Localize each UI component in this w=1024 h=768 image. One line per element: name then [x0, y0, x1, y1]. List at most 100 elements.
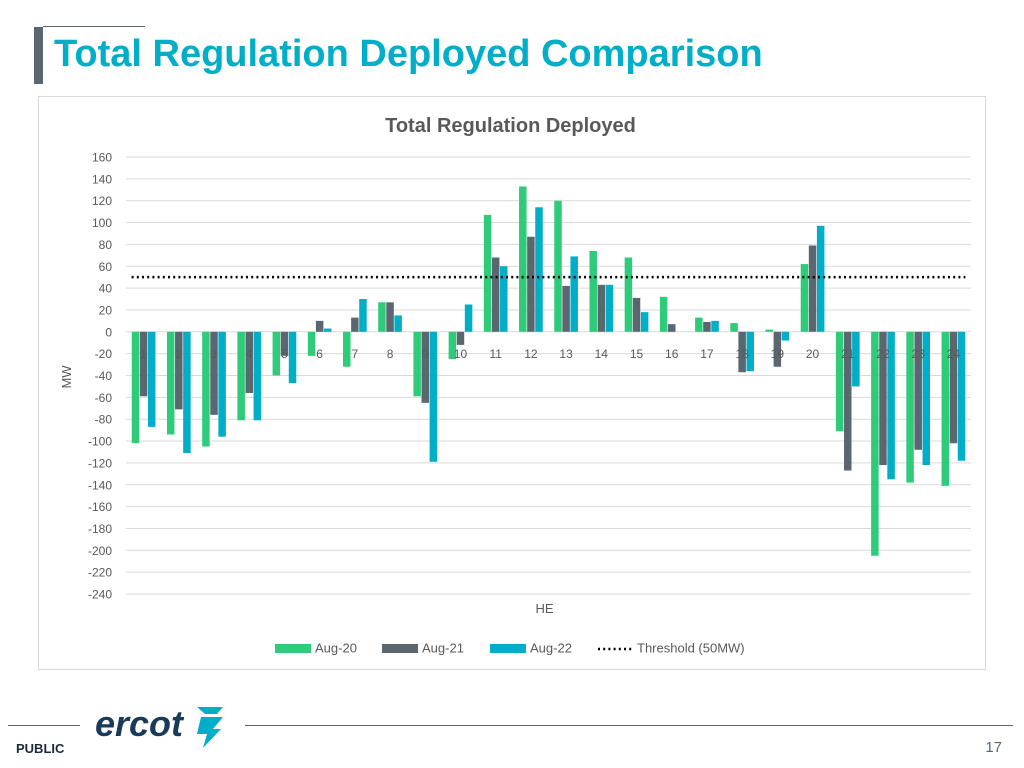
- bar-aug-22: [464, 304, 473, 332]
- bar-aug-20: [483, 214, 492, 332]
- public-label: PUBLIC: [16, 741, 65, 756]
- legend-label: Threshold (50MW): [637, 641, 745, 656]
- y-tick-label: -20: [95, 347, 113, 361]
- bar-aug-20: [695, 317, 703, 332]
- legend-label: Aug-21: [422, 641, 464, 656]
- x-tick-label: 2: [175, 347, 182, 361]
- regulation-chart: Total Regulation Deployed160140120100806…: [59, 115, 971, 656]
- bar-aug-22: [429, 331, 438, 462]
- bar-aug-22: [746, 331, 754, 372]
- y-tick-label: 140: [92, 172, 112, 186]
- bar-aug-22: [323, 328, 332, 332]
- x-tick-label: 8: [387, 347, 394, 361]
- y-tick-label: -140: [88, 478, 112, 492]
- bar-aug-20: [343, 331, 351, 367]
- bar-aug-21: [315, 320, 324, 332]
- bar-aug-22: [605, 284, 614, 332]
- lightning-bolt-icon: [197, 707, 223, 748]
- x-tick-label: 18: [735, 347, 749, 361]
- x-tick-label: 4: [246, 347, 253, 361]
- y-tick-label: 80: [99, 238, 113, 252]
- title-accent-bar: [34, 27, 43, 84]
- legend-label: Aug-22: [530, 641, 572, 656]
- bar-aug-22: [500, 266, 508, 332]
- x-tick-label: 17: [700, 347, 714, 361]
- bar-aug-21: [280, 331, 289, 356]
- x-tick-label: 23: [912, 347, 926, 361]
- bar-aug-21: [703, 321, 711, 332]
- x-tick-label: 22: [876, 347, 890, 361]
- bar-aug-21: [738, 331, 746, 373]
- bar-aug-22: [781, 331, 790, 341]
- y-tick-label: 160: [92, 151, 112, 165]
- bar-aug-22: [535, 207, 543, 332]
- x-tick-label: 24: [947, 347, 961, 361]
- footer-rule-left: [8, 725, 80, 726]
- bar-aug-22: [570, 256, 578, 332]
- bar-aug-21: [879, 331, 887, 466]
- y-axis-label: MW: [59, 365, 74, 389]
- y-tick-label: -120: [88, 456, 112, 470]
- y-tick-label: -80: [95, 413, 113, 427]
- chart-title: Total Regulation Deployed: [385, 115, 636, 137]
- y-tick-label: 20: [99, 303, 113, 317]
- bar-aug-20: [307, 331, 316, 356]
- x-tick-label: 19: [771, 347, 785, 361]
- bar-aug-20: [519, 186, 527, 332]
- y-tick-label: 100: [92, 216, 112, 230]
- y-tick-label: -200: [88, 544, 112, 558]
- bar-aug-21: [562, 285, 570, 332]
- bar-aug-21: [773, 331, 782, 367]
- bar-aug-20: [589, 250, 597, 332]
- legend-swatch: [275, 644, 311, 653]
- bar-aug-20: [765, 329, 774, 332]
- bar-aug-20: [237, 331, 245, 421]
- bar-aug-21: [491, 257, 500, 332]
- slide-title: Total Regulation Deployed Comparison: [54, 33, 763, 75]
- x-tick-label: 21: [841, 347, 855, 361]
- bar-aug-20: [272, 331, 281, 376]
- y-tick-label: -180: [88, 522, 112, 536]
- x-tick-label: 1: [140, 347, 147, 361]
- bar-aug-20: [624, 257, 633, 332]
- bar-aug-20: [166, 331, 175, 435]
- bar-aug-20: [730, 323, 738, 332]
- bar-aug-20: [554, 200, 562, 332]
- bar-aug-21: [949, 331, 958, 444]
- bar-aug-21: [456, 331, 465, 345]
- y-tick-label: 0: [105, 325, 112, 339]
- bar-aug-20: [448, 331, 457, 360]
- bar-aug-21: [844, 331, 852, 471]
- bar-aug-20: [202, 331, 210, 447]
- bar-aug-21: [175, 331, 183, 410]
- x-tick-label: 5: [281, 347, 288, 361]
- x-tick-label: 12: [524, 347, 538, 361]
- logo-wordmark: ercot: [95, 703, 185, 744]
- bar-aug-21: [351, 317, 359, 332]
- bar-aug-22: [852, 331, 860, 387]
- bar-aug-22: [394, 315, 402, 332]
- bar-aug-20: [941, 331, 950, 486]
- legend-label: Aug-20: [315, 641, 357, 656]
- x-tick-label: 20: [806, 347, 820, 361]
- y-tick-label: 40: [99, 282, 113, 296]
- chart-frame: Total Regulation Deployed 160 140 120 100 80 6…: [38, 96, 986, 670]
- bar-aug-22: [288, 331, 297, 384]
- bar-aug-20: [800, 264, 809, 332]
- bar-aug-21: [597, 284, 606, 332]
- bar-aug-21: [808, 245, 817, 332]
- bar-aug-20: [413, 331, 421, 397]
- bar-aug-22: [711, 320, 719, 332]
- x-tick-label: 14: [595, 347, 609, 361]
- bar-aug-21: [667, 324, 676, 332]
- bar-aug-22: [957, 331, 966, 461]
- bar-aug-22: [640, 312, 649, 332]
- bar-aug-20: [871, 331, 879, 556]
- bar-aug-22: [183, 331, 191, 454]
- bar-aug-21: [632, 297, 641, 332]
- x-axis-label: HE: [535, 601, 553, 616]
- bar-aug-20: [378, 302, 386, 332]
- x-tick-label: 10: [454, 347, 468, 361]
- x-tick-label: 3: [211, 347, 218, 361]
- x-tick-label: 11: [489, 347, 502, 361]
